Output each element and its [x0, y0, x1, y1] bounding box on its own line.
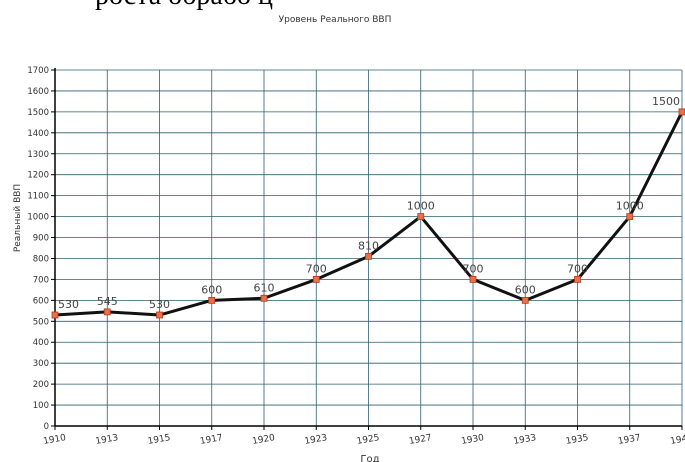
data-label: 530: [58, 298, 79, 311]
x-tick-label: 1927: [408, 433, 432, 447]
data-point: [51, 311, 59, 319]
x-tick-label: 1915: [147, 433, 171, 447]
x-tick-label: 1940: [670, 433, 685, 447]
cropped-header-text: роста обрабо ц: [95, 0, 273, 12]
data-point: [312, 276, 320, 283]
data-label: 600: [515, 283, 536, 296]
y-tick-label: 1700: [27, 66, 49, 76]
y-axis-label: Реальный ВВП: [13, 184, 23, 252]
data-point: [678, 108, 685, 116]
x-tick-labels: 1910 1913 1915 1917 1920 1923 1925 1927 1930 1933…: [43, 433, 685, 447]
y-tick-label: 100: [33, 401, 49, 411]
y-tick-label: 1000: [27, 213, 49, 223]
data-markers: [51, 108, 685, 319]
data-label: 700: [567, 262, 588, 275]
y-tick-label: 1100: [27, 192, 49, 202]
data-point: [521, 296, 529, 304]
x-tick-label: 1935: [565, 433, 589, 447]
axes: [51, 68, 683, 430]
data-label: 530: [149, 298, 170, 311]
y-tick-label: 1400: [27, 129, 49, 139]
x-tick-label: 1925: [356, 433, 380, 447]
x-tick-label: 1917: [199, 433, 223, 447]
y-tick-label: 200: [33, 380, 49, 390]
data-label: 1500: [652, 95, 680, 108]
x-axis-label: Год: [360, 454, 379, 462]
data-label: 1000: [407, 200, 435, 213]
data-point: [469, 276, 477, 283]
data-label: 700: [463, 262, 484, 275]
data-point: [156, 311, 163, 319]
data-point: [574, 276, 581, 283]
x-tick-label: 1937: [617, 433, 641, 447]
grid: [54, 69, 683, 427]
y-tick-label: 800: [33, 254, 49, 264]
chart-title: Уровень Реального ВВП: [279, 15, 392, 25]
data-point: [417, 213, 425, 220]
y-tick-label: 1300: [27, 150, 49, 160]
data-point: [365, 252, 372, 260]
data-label: 610: [254, 281, 275, 294]
data-label: 545: [97, 295, 118, 308]
data-label: 810: [358, 239, 379, 252]
y-tick-labels: 0 100 200 300 400 500 600 700 800 900 1000 1100 1200…: [27, 66, 49, 432]
data-point: [103, 308, 111, 316]
data-point: [626, 213, 634, 220]
y-tick-label: 0: [44, 422, 49, 432]
data-labels: 530 545 530 600 610 700 810 1000 700 600 700 1000 15…: [58, 95, 680, 311]
y-tick-label: 500: [33, 317, 49, 327]
y-tick-label: 1600: [27, 87, 49, 97]
y-tick-label: 1500: [27, 108, 49, 118]
y-tick-label: 400: [33, 338, 49, 348]
y-tick-label: 700: [33, 275, 49, 285]
x-tick-label: 1913: [95, 433, 119, 447]
y-tick-label: 300: [33, 359, 49, 369]
y-tick-label: 600: [33, 296, 49, 306]
data-label: 600: [201, 283, 222, 296]
data-point: [208, 296, 216, 304]
data-label: 700: [306, 262, 327, 275]
x-tick-label: 1923: [304, 433, 328, 447]
x-tick-label: 1910: [43, 433, 68, 447]
x-tick-label: 1933: [513, 433, 537, 447]
x-tick-label: 1930: [461, 433, 486, 447]
y-tick-label: 1200: [27, 171, 49, 181]
data-point: [260, 294, 268, 302]
x-tick-label: 1920: [252, 433, 277, 447]
data-label: 1000: [616, 200, 644, 213]
y-tick-label: 900: [33, 234, 49, 244]
